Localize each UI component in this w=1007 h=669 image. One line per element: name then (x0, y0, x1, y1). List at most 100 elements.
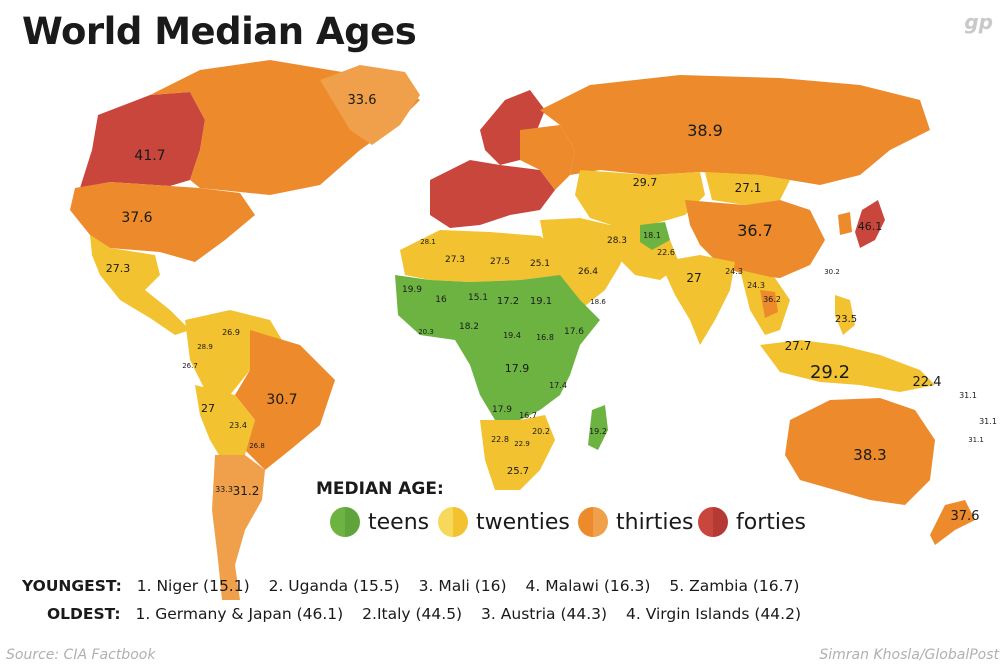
region-scandinavia (480, 90, 545, 165)
label-colombia: 28.9 (197, 343, 213, 351)
label-mexico: 27.3 (106, 262, 131, 275)
label-algeria: 27.3 (445, 255, 465, 265)
label-greenland: 33.6 (348, 93, 377, 108)
label-car: 19.4 (503, 331, 521, 340)
legend-label-thirties: thirties (616, 509, 694, 535)
region-thailand (760, 290, 778, 318)
label-mauritania: 19.9 (402, 285, 422, 295)
label-south-africa: 25.7 (507, 466, 529, 477)
source-note: Source: CIA Factbook (6, 647, 156, 663)
label-zambia: 16.7 (519, 411, 537, 420)
label-vietnam: 24.3 (747, 281, 765, 290)
label-australia: 38.3 (853, 446, 886, 464)
label-new-zealand: 37.6 (951, 509, 980, 524)
label-chad: 17.2 (497, 296, 519, 307)
legend-label-teens: teens (368, 509, 430, 535)
label-west-africa: 20.3 (418, 328, 434, 336)
label-iran: 28.3 (607, 236, 627, 246)
label-myanmar: 24.3 (725, 267, 743, 276)
credit-note: Simran Khosla/GlobalPost (819, 647, 999, 663)
region-russia (540, 75, 930, 185)
label-india: 27 (686, 271, 701, 285)
legend-label-forties: forties (736, 509, 806, 535)
region-mongolia (705, 172, 790, 205)
label-mali: 16 (435, 295, 447, 305)
oldest-list: OLDEST: 1. Germany & Japan (46.1) 2.Ital… (47, 605, 815, 623)
label-nigeria: 18.2 (459, 322, 479, 332)
region-usa (70, 182, 255, 262)
label-kazakhstan: 29.7 (633, 176, 658, 189)
label-morocco: 28.1 (420, 238, 436, 246)
label-venezuela: 26.9 (222, 328, 240, 337)
region-new-zealand (930, 500, 975, 545)
region-china (685, 200, 825, 278)
label-pacific-3: 31.1 (968, 436, 984, 444)
youngest-heading: YOUNGEST: (22, 577, 122, 595)
region-central-asia (575, 170, 705, 228)
label-ecuador: 26.7 (182, 362, 198, 370)
region-korea (838, 212, 852, 235)
label-pacific-1: 31.1 (959, 391, 977, 400)
legend-label-twenties: twenties (476, 509, 570, 535)
region-eastern-europe (520, 125, 575, 190)
oldest-item: 2.Italy (44.5) (362, 605, 463, 623)
legend-swatch-twenties (438, 507, 468, 537)
label-egypt: 25.1 (530, 259, 550, 269)
label-yemen: 18.6 (590, 298, 606, 306)
region-india (660, 255, 735, 345)
label-usa: 37.6 (121, 210, 152, 226)
label-indonesia: 29.2 (810, 362, 850, 383)
region-peru-bolivia (195, 385, 255, 465)
region-afghanistan (640, 222, 670, 250)
label-angola: 17.9 (492, 405, 512, 415)
region-south-america-north (185, 310, 285, 395)
label-niger: 15.1 (468, 293, 488, 303)
region-canada-west (80, 92, 205, 188)
region-australia (785, 398, 935, 505)
region-labels: 33.6 41.7 37.6 27.3 26.9 28.9 26.7 27 30… (106, 93, 997, 524)
label-zimbabwe: 20.2 (532, 427, 550, 436)
label-japan: 46.1 (858, 220, 883, 233)
region-argentina (212, 455, 265, 600)
label-pacific-2: 31.1 (979, 417, 997, 426)
legend-swatch-forties (698, 507, 728, 537)
region-mexico (90, 235, 190, 335)
label-saudi-arabia: 26.4 (578, 267, 598, 277)
label-tanzania: 17.4 (549, 381, 567, 390)
label-pakistan: 22.6 (657, 248, 675, 257)
legend-swatch-thirties (578, 507, 608, 537)
youngest-item: 5. Zambia (16.7) (669, 577, 800, 595)
label-argentina: 31.2 (233, 484, 260, 498)
label-paraguay: 26.8 (249, 442, 265, 450)
label-malaysia: 27.7 (785, 339, 812, 353)
youngest-item: 4. Malawi (16.3) (525, 577, 651, 595)
region-north-africa (400, 230, 565, 282)
label-ethiopia: 17.6 (564, 327, 584, 337)
youngest-item: 2. Uganda (15.5) (268, 577, 400, 595)
legend-item-teens: teens (330, 507, 429, 537)
region-indonesia (760, 340, 935, 392)
label-canada: 41.7 (134, 148, 165, 164)
region-japan (855, 200, 885, 248)
legend-item-thirties: thirties (578, 507, 693, 537)
region-brazil (235, 330, 335, 470)
label-afghanistan: 18.1 (643, 231, 661, 240)
label-thailand: 36.2 (763, 295, 781, 304)
youngest-item: 3. Mali (16) (418, 577, 507, 595)
label-papua-new-guinea: 22.4 (913, 375, 942, 390)
oldest-heading: OLDEST: (47, 605, 121, 623)
label-brazil: 30.7 (266, 392, 297, 408)
label-namibia: 22.8 (491, 435, 509, 444)
region-philippines (835, 295, 855, 335)
oldest-item: 4. Virgin Islands (44.2) (626, 605, 802, 623)
oldest-item: 1. Germany & Japan (46.1) (135, 605, 344, 623)
label-russia: 38.9 (687, 121, 723, 140)
label-peru: 27 (201, 402, 215, 415)
label-china: 36.7 (737, 221, 773, 240)
region-western-europe (430, 160, 555, 228)
label-madagascar: 19.2 (589, 427, 607, 436)
label-south-sudan: 16.8 (536, 333, 554, 342)
label-botswana: 22.9 (514, 440, 530, 448)
label-drc: 17.9 (505, 362, 530, 375)
